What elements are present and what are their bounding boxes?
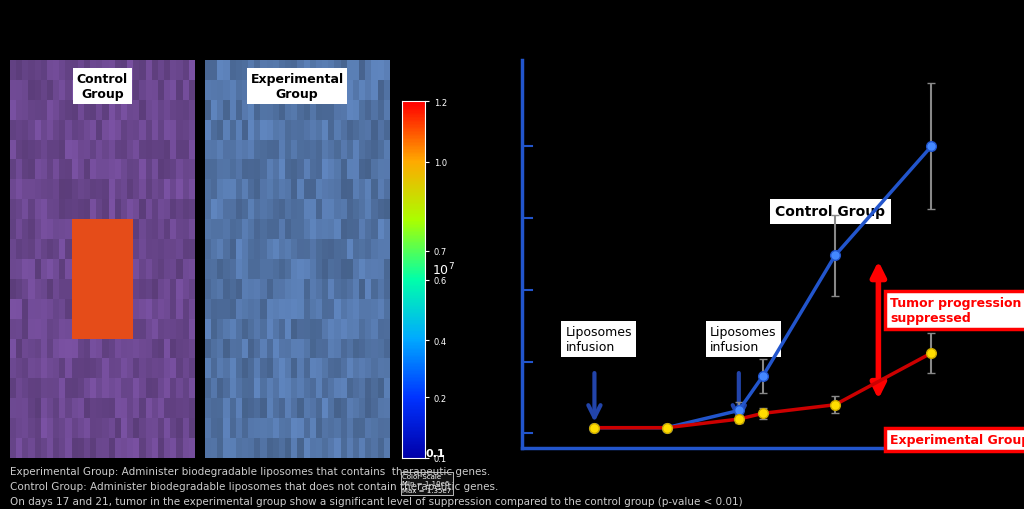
Text: Experimental Group: Administer biodegradable liposomes that contains  therapeuti: Experimental Group: Administer biodegrad… [10, 466, 490, 476]
Text: Color Scale
Min = 1.10e6
Max = 1.35e7: Color Scale Min = 1.10e6 Max = 1.35e7 [402, 473, 452, 493]
Text: On days 17 and 21, tumor in the experimental group show a significant level of s: On days 17 and 21, tumor in the experime… [10, 496, 742, 506]
Text: Tumor progression
suppressed: Tumor progression suppressed [891, 296, 1022, 324]
Text: Experimental
Group: Experimental Group [251, 73, 343, 101]
Text: Control Group: Administer biodegradable liposomes that does not contain therapeu: Control Group: Administer biodegradable … [10, 481, 499, 491]
Text: Liposomes
infusion: Liposomes infusion [565, 325, 632, 353]
Text: Control
Group: Control Group [77, 73, 128, 101]
Text: Experimental Group: Experimental Group [891, 434, 1024, 446]
Text: $10^7$: $10^7$ [432, 262, 455, 278]
Text: 0.1: 0.1 [426, 448, 445, 458]
Text: Tumor  [p/2/cm²/sr]: Tumor [p/2/cm²/sr] [461, 198, 476, 362]
Text: Control Group: Control Group [775, 205, 886, 219]
Text: Liposomes
infusion: Liposomes infusion [710, 325, 776, 353]
